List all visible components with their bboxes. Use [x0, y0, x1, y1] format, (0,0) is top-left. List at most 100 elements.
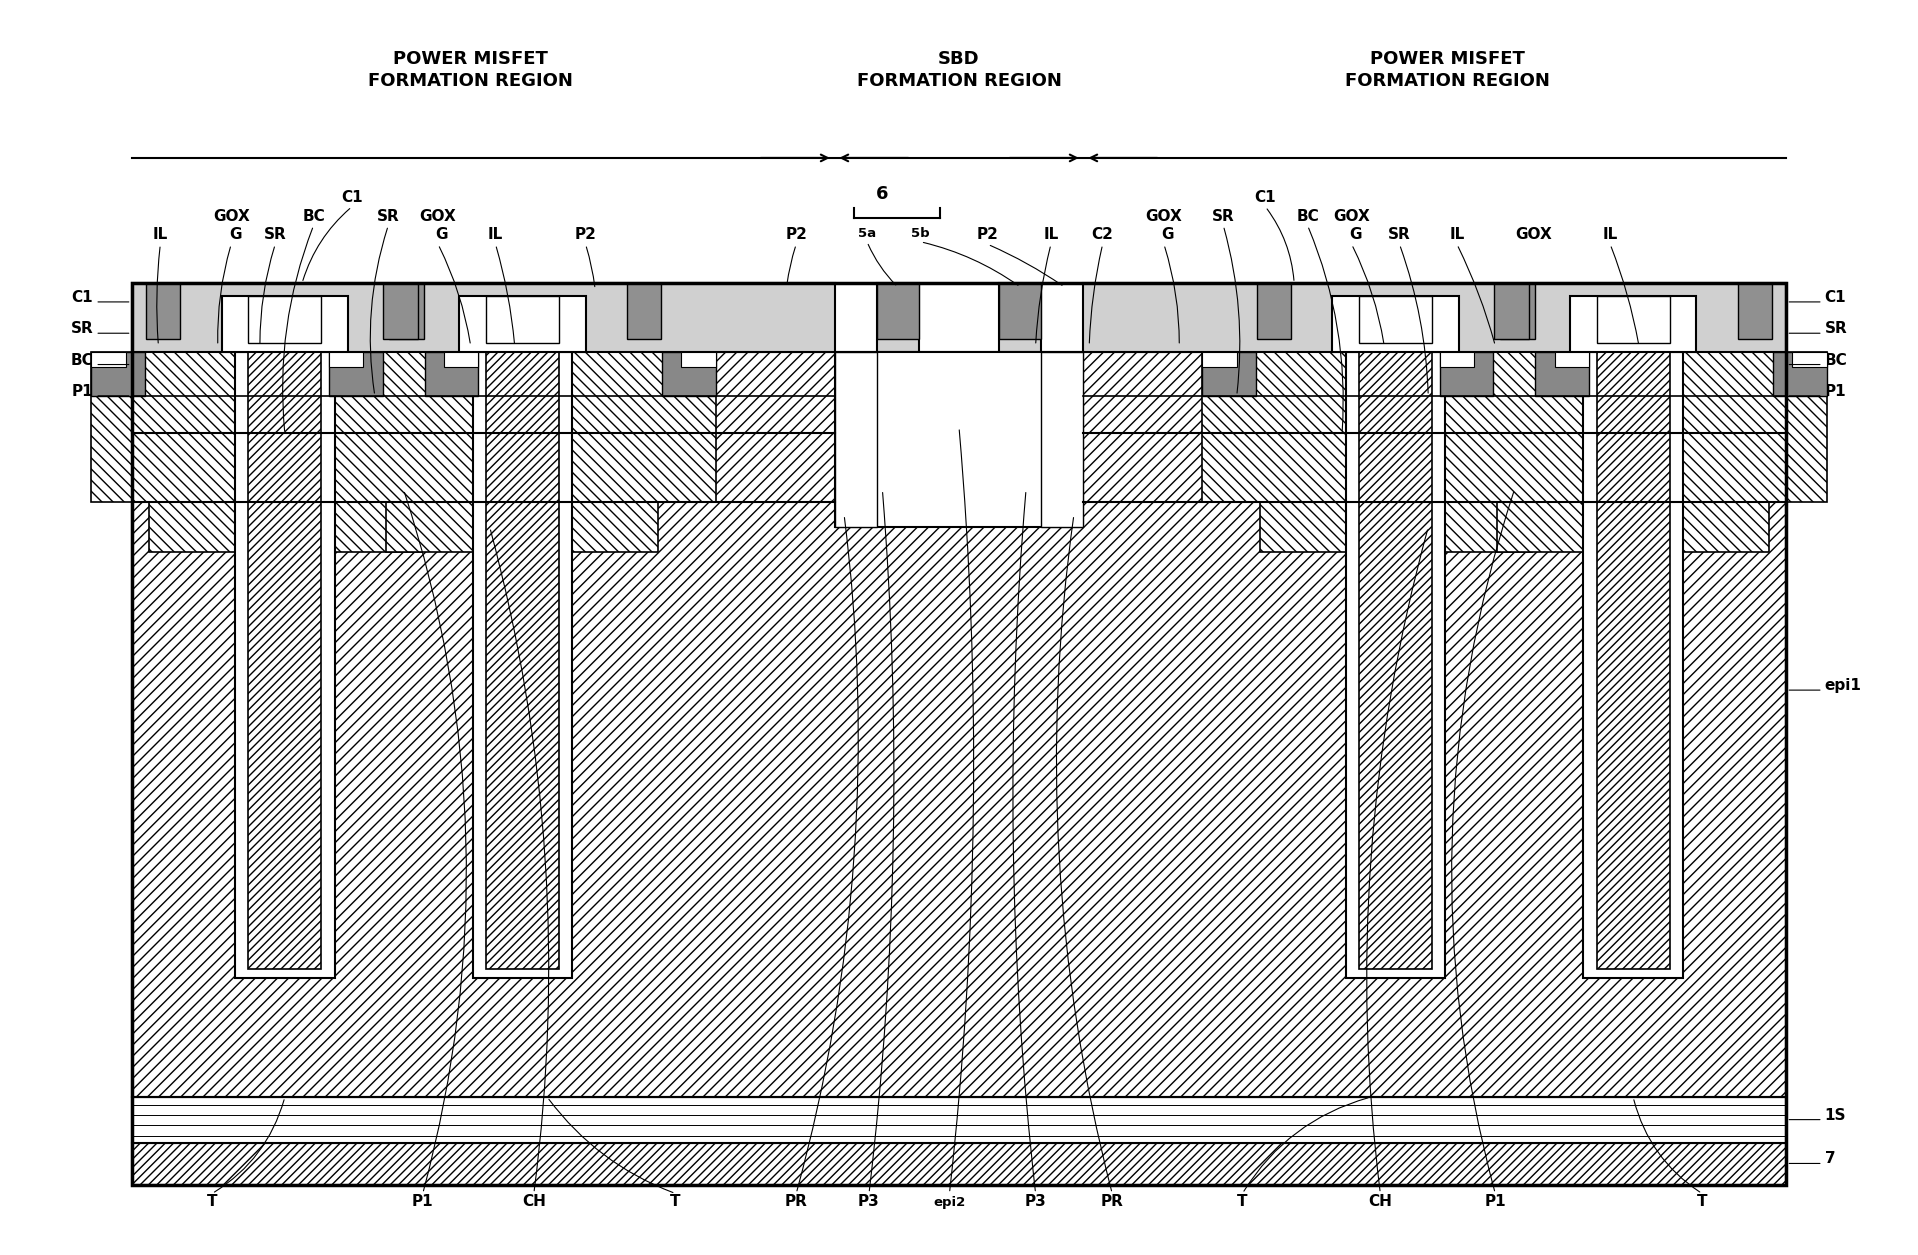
Bar [1446, 351, 1590, 502]
Text: P1: P1 [71, 384, 94, 399]
Text: SR: SR [71, 321, 94, 336]
Text: P3: P3 [1024, 1194, 1047, 1209]
Bar [681, 351, 715, 366]
Text: 7: 7 [1824, 1151, 1836, 1166]
Text: T: T [1697, 1194, 1707, 1209]
Bar [132, 284, 834, 351]
Bar [1536, 351, 1590, 395]
Text: GOX: GOX [213, 208, 249, 223]
Bar [132, 351, 1786, 1097]
Text: P2: P2 [575, 227, 596, 242]
Text: PR: PR [784, 1194, 807, 1209]
Text: C1: C1 [71, 290, 94, 305]
Bar [1571, 296, 1696, 351]
Text: C1: C1 [341, 190, 363, 205]
Bar [1440, 351, 1584, 502]
Text: T: T [1237, 1194, 1249, 1209]
Bar [877, 284, 919, 340]
Text: P1: P1 [1485, 1194, 1506, 1209]
Text: IL: IL [153, 227, 169, 242]
Text: GOX: GOX [1333, 208, 1369, 223]
Bar [1598, 296, 1669, 344]
Bar [92, 351, 236, 502]
Text: C2: C2 [1091, 227, 1114, 242]
Text: C1: C1 [1254, 190, 1275, 205]
Text: POWER MISFET
FORMATION REGION: POWER MISFET FORMATION REGION [368, 50, 573, 90]
Text: SR: SR [1212, 208, 1235, 223]
Text: BC: BC [71, 353, 94, 368]
Text: G: G [1348, 227, 1362, 242]
Bar [389, 284, 424, 340]
Text: P2: P2 [976, 227, 999, 242]
Bar [834, 351, 1084, 527]
Text: IL: IL [1043, 227, 1059, 242]
Bar [236, 351, 334, 978]
Text: CH: CH [522, 1194, 547, 1209]
Text: BC: BC [1824, 353, 1847, 368]
Bar [222, 296, 347, 351]
Bar [877, 284, 919, 351]
Bar [1440, 351, 1494, 395]
Text: T: T [669, 1194, 681, 1209]
Text: P2: P2 [784, 227, 807, 242]
Bar [1584, 351, 1682, 978]
Bar [458, 296, 585, 351]
Bar [1360, 296, 1433, 344]
Bar [334, 351, 478, 502]
Bar [1260, 502, 1532, 552]
Bar [328, 351, 363, 366]
Text: epi2: epi2 [934, 1196, 965, 1209]
Bar [999, 284, 1041, 351]
Text: epi1: epi1 [1824, 678, 1862, 693]
Bar [328, 351, 472, 502]
Text: GOX: GOX [1515, 227, 1552, 242]
Bar [1772, 351, 1826, 395]
Text: G: G [1162, 227, 1174, 242]
Text: PR: PR [1101, 1194, 1124, 1209]
Bar [1598, 351, 1669, 969]
Bar [662, 351, 715, 395]
Text: POWER MISFET
FORMATION REGION: POWER MISFET FORMATION REGION [1345, 50, 1550, 90]
Text: P1: P1 [412, 1194, 433, 1209]
Text: T: T [207, 1194, 217, 1209]
Bar [92, 351, 146, 395]
Bar [1041, 351, 1084, 527]
Bar [1498, 502, 1768, 552]
Bar [146, 284, 180, 340]
Text: 5b: 5b [911, 227, 930, 240]
Bar [1500, 284, 1534, 340]
Text: BC: BC [303, 208, 324, 223]
Bar [485, 296, 558, 344]
Bar [132, 1097, 1786, 1143]
Bar [1256, 284, 1291, 340]
Text: G: G [228, 227, 242, 242]
Bar [572, 351, 715, 502]
Text: CH: CH [1368, 1194, 1392, 1209]
Bar [834, 351, 877, 527]
Bar [1333, 296, 1460, 351]
Bar [1346, 351, 1446, 978]
Bar [249, 296, 320, 344]
Bar [1555, 351, 1590, 366]
Bar [1494, 284, 1529, 340]
Bar [1791, 351, 1826, 366]
Text: BC: BC [1297, 208, 1320, 223]
Text: IL: IL [1603, 227, 1617, 242]
Bar [1738, 284, 1772, 340]
Bar [92, 351, 127, 366]
Bar [150, 502, 420, 552]
Bar [1203, 351, 1346, 502]
Bar [1203, 351, 1256, 395]
Text: SR: SR [1824, 321, 1847, 336]
Bar [485, 351, 558, 969]
Text: 6: 6 [877, 186, 888, 203]
Text: SBD
FORMATION REGION: SBD FORMATION REGION [857, 50, 1061, 90]
Text: G: G [435, 227, 449, 242]
Bar [424, 351, 478, 395]
Bar [1084, 284, 1786, 351]
Bar [1203, 351, 1237, 366]
Text: C1: C1 [1824, 290, 1847, 305]
Bar [1682, 351, 1826, 502]
Text: GOX: GOX [420, 208, 456, 223]
Bar [627, 284, 662, 340]
